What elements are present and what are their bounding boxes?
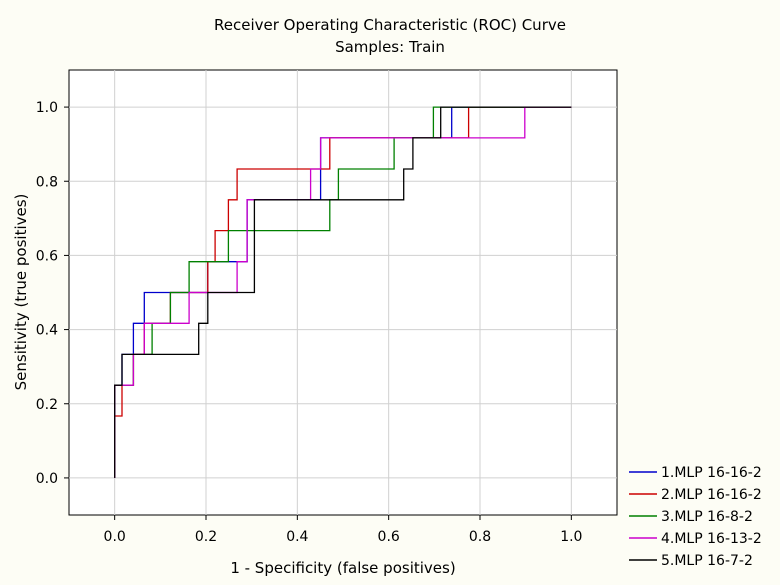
y-tick-label: 0.8 xyxy=(36,174,58,190)
x-tick-label: 0.4 xyxy=(286,529,308,545)
y-tick-label: 0.6 xyxy=(36,248,58,264)
chart-title: Receiver Operating Characteristic (ROC) … xyxy=(214,16,566,34)
x-axis-label: 1 - Specificity (false positives) xyxy=(230,559,455,577)
x-tick-label: 0.2 xyxy=(195,529,217,545)
x-axis-ticks: 0.0 0.2 0.4 0.6 0.8 1.0 xyxy=(104,515,582,545)
y-axis-label: Sensitivity (true positives) xyxy=(12,194,30,391)
chart-subtitle: Samples: Train xyxy=(335,38,445,56)
x-tick-label: 0.8 xyxy=(469,529,491,545)
series-line-5 xyxy=(114,106,572,478)
series-lines xyxy=(114,106,572,478)
y-tick-label: 0.0 xyxy=(36,471,58,487)
legend: 1.MLP 16-16-2 2.MLP 16-16-2 3.MLP 16-8-2 4.… xyxy=(629,465,762,569)
legend-label: 1.MLP 16-16-2 xyxy=(661,465,762,481)
x-tick-label: 0.6 xyxy=(378,529,400,545)
legend-label: 2.MLP 16-16-2 xyxy=(661,487,762,503)
x-tick-label: 0.0 xyxy=(104,529,126,545)
legend-item-2: 2.MLP 16-16-2 xyxy=(629,487,762,503)
legend-item-5: 5.MLP 16-7-2 xyxy=(629,553,753,569)
legend-label: 3.MLP 16-8-2 xyxy=(661,509,753,525)
y-tick-label: 0.2 xyxy=(36,397,58,413)
legend-label: 5.MLP 16-7-2 xyxy=(661,553,753,569)
legend-label: 4.MLP 16-13-2 xyxy=(661,531,762,547)
y-tick-label: 1.0 xyxy=(36,100,58,116)
y-axis-ticks: 0.0 0.2 0.4 0.6 0.8 1.0 xyxy=(36,100,69,487)
legend-item-3: 3.MLP 16-8-2 xyxy=(629,509,753,525)
y-tick-label: 0.4 xyxy=(36,323,58,339)
legend-item-4: 4.MLP 16-13-2 xyxy=(629,531,762,547)
legend-item-1: 1.MLP 16-16-2 xyxy=(629,465,762,481)
x-tick-label: 1.0 xyxy=(560,529,582,545)
